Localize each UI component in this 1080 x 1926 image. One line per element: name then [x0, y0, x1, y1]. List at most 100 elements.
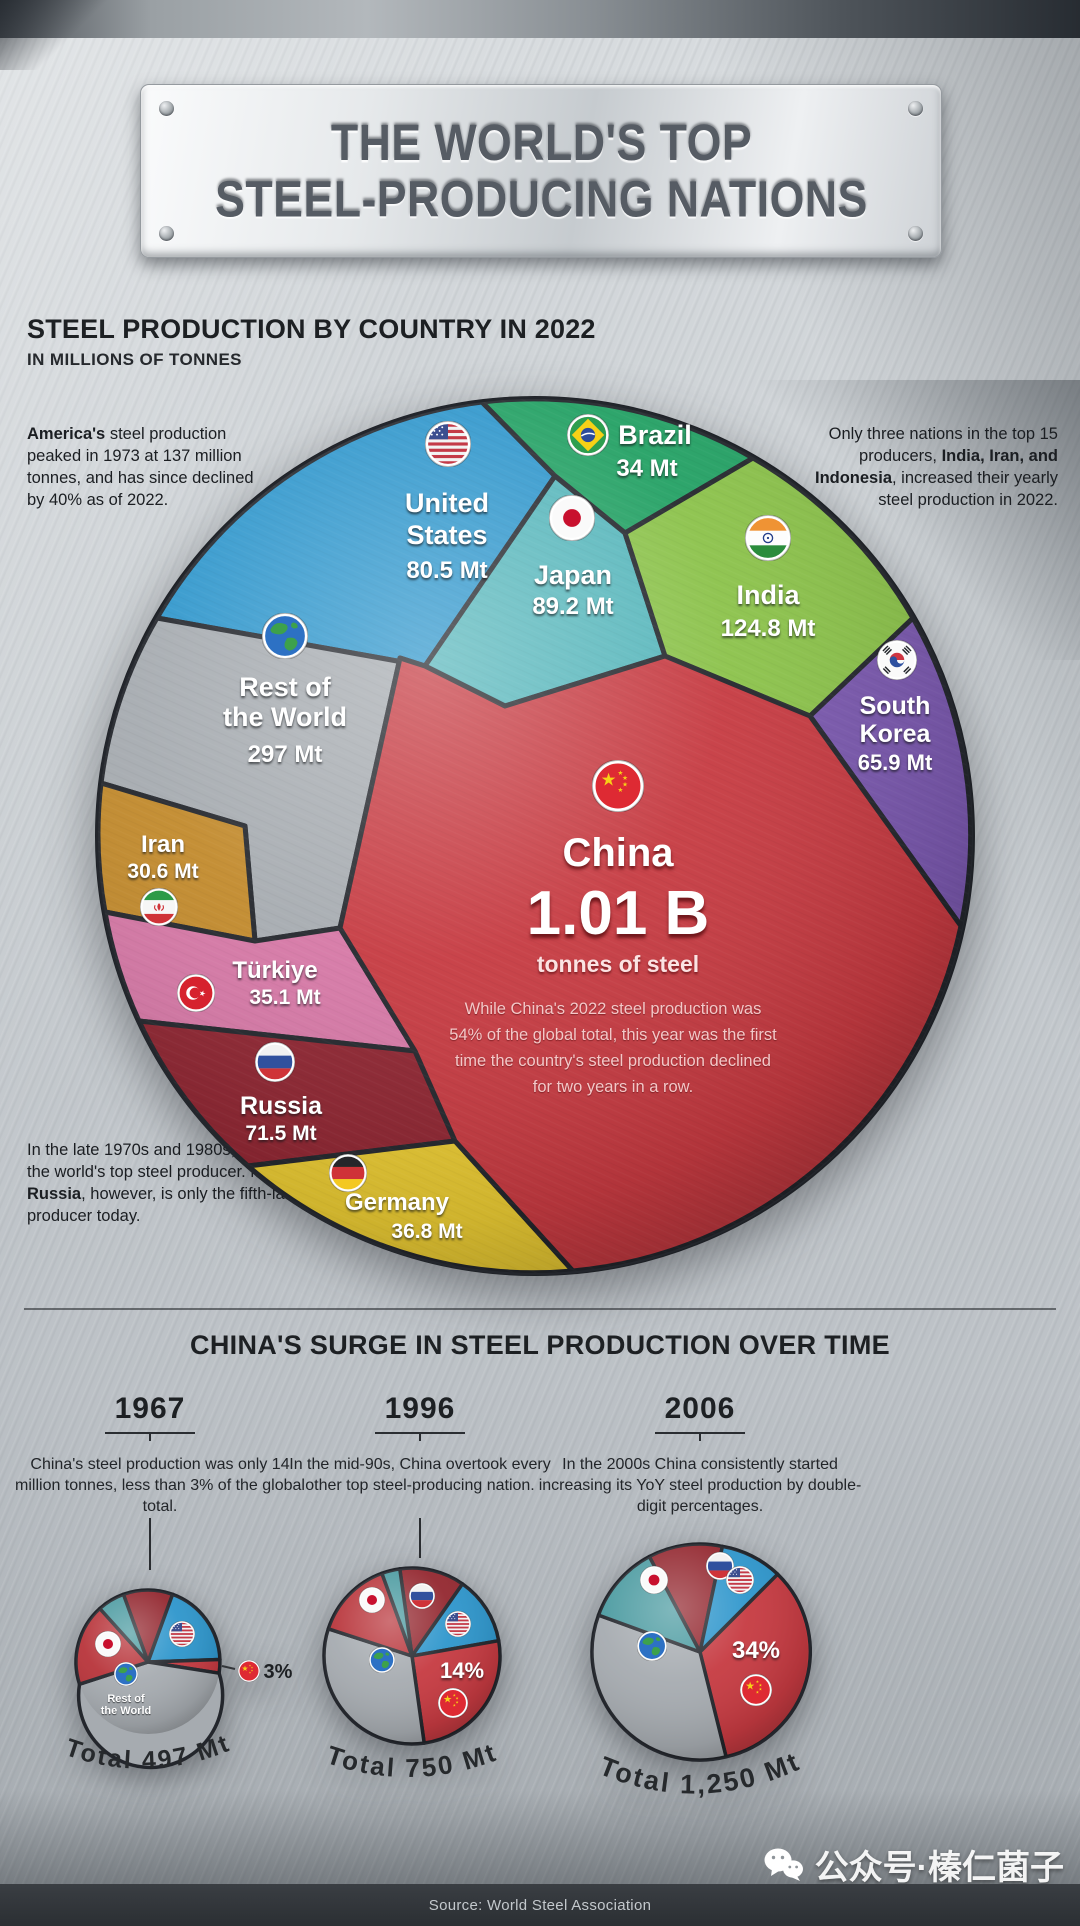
- year-1996: 1996: [384, 1392, 456, 1425]
- bottom-shading: [0, 1790, 1080, 1884]
- mini1-china-share: 3%: [264, 1661, 293, 1683]
- watermark-text: 公众号·榛仁菌子: [814, 1849, 1064, 1887]
- south-korea-flag-icon: [877, 640, 917, 680]
- year-1996-tick: [419, 1432, 421, 1441]
- germany-flag-icon: [329, 1154, 367, 1192]
- mini3-sheen: [592, 1544, 808, 1760]
- title-plate: THE WORLD'S TOP STEEL-PRODUCING NATIONS: [140, 84, 942, 258]
- mini3-china-share: 34%: [732, 1637, 780, 1664]
- india-flag-icon: [745, 515, 791, 561]
- value-iran: 30.6 Mt: [127, 860, 198, 883]
- label-united-states-1: United: [405, 488, 489, 518]
- china-flag-icon: [740, 1674, 772, 1706]
- note-three-nations-bold: India, Iran, and Indonesia: [814, 446, 1058, 487]
- note-america: America's steel production peaked in 197…: [27, 424, 269, 512]
- china-note-line4: for two years in a row.: [533, 1078, 693, 1096]
- china-flag-icon: [438, 1688, 468, 1718]
- screw-icon: [159, 226, 174, 241]
- label-south-korea-1: South: [860, 692, 931, 720]
- steel-2022-chart: United States 80.5 Mt Brazil 34 Mt Japan…: [95, 396, 975, 1276]
- value-turkiye: 35.1 Mt: [249, 986, 320, 1009]
- desc-1996: In the mid-90s, China overtook every oth…: [289, 1456, 551, 1495]
- label-china: China: [562, 831, 674, 875]
- note-ussr-t1: In the late 1970s and 1980s, the: [27, 1141, 268, 1159]
- screw-icon: [908, 101, 923, 116]
- label-japan: Japan: [534, 560, 612, 590]
- note-ussr-bold2: Russia: [27, 1184, 82, 1203]
- value-russia: 71.5 Mt: [245, 1122, 316, 1145]
- mini-chart-1996: 14% Total 750 Mt: [322, 1566, 502, 1783]
- section2-heading-rest: SURGE IN STEEL PRODUCTION OVER TIME: [302, 1330, 890, 1360]
- value-south-korea: 65.9 Mt: [858, 750, 933, 775]
- screw-icon: [908, 226, 923, 241]
- united-states-flag-icon: [425, 421, 471, 467]
- value-germany: 36.8 Mt: [391, 1220, 462, 1243]
- watermark: 公众号·榛仁菌子: [763, 1840, 1064, 1889]
- wechat-icon: [764, 1848, 803, 1881]
- label-india: India: [736, 580, 800, 610]
- brazil-flag-icon: [567, 414, 609, 456]
- top-metal-band: [0, 0, 1080, 38]
- note-america-text: steel production peaked in 1973 at 137 m…: [27, 425, 254, 509]
- note-america-bold: America's: [27, 425, 106, 443]
- turkiye-flag-icon: [177, 974, 215, 1012]
- desc-2006: In the 2000s China consistently started …: [538, 1456, 862, 1516]
- japan-flag-icon: [549, 495, 595, 541]
- label-rest-of-world-1: Rest of: [239, 672, 332, 702]
- connector-1996: [419, 1518, 421, 1558]
- china-note-line3: time the country's steel production decl…: [455, 1052, 771, 1070]
- china-flag-icon: [238, 1660, 260, 1682]
- mini-chart-1967: Rest of the World 3% Total 497 Mt: [62, 1588, 293, 1775]
- china-flag-icon: [592, 760, 644, 812]
- label-iran: Iran: [141, 831, 185, 858]
- year-2006: 2006: [664, 1392, 736, 1425]
- value-brazil: 34 Mt: [616, 455, 677, 482]
- page-title-line1: THE WORLD'S TOP: [330, 114, 752, 172]
- value-china: 1.01 B: [527, 879, 710, 948]
- iran-flag-icon: [140, 888, 178, 926]
- year-1967-tick: [149, 1432, 151, 1441]
- section1-subheading: IN MILLIONS OF TONNES: [27, 350, 242, 369]
- label-germany: Germany: [345, 1189, 450, 1216]
- label-rest-of-world-2: the World: [223, 702, 347, 732]
- connector-1967: [149, 1518, 151, 1570]
- note-ussr-t3: , however, is only the fifth-largest pro…: [27, 1184, 322, 1225]
- value-japan: 89.2 Mt: [532, 593, 613, 620]
- top-left-dark-corner: [0, 0, 110, 70]
- section2-heading: CHINA'S SURGE IN STEEL PRODUCTION OVER T…: [0, 1330, 1080, 1361]
- label-united-states-2: States: [406, 520, 487, 550]
- china-note-line2: 54% of the global total, this year was t…: [449, 1026, 777, 1044]
- value-united-states: 80.5 Mt: [406, 557, 487, 584]
- sheen-overlay: [98, 399, 972, 1273]
- label-russia: Russia: [240, 1092, 323, 1120]
- value-rest-of-world: 297 Mt: [248, 741, 323, 768]
- japan-flag-icon: [95, 1631, 121, 1657]
- desc-1967: China's steel production was only 14 mil…: [15, 1456, 305, 1516]
- section1-heading: STEEL PRODUCTION BY COUNTRY IN 2022: [27, 314, 596, 344]
- mini2-china-share: 14%: [440, 1658, 484, 1683]
- mini1-callout-line: [221, 1665, 236, 1670]
- source-text: Source: World Steel Association: [428, 1896, 652, 1914]
- label-brazil: Brazil: [618, 420, 692, 450]
- page-title-line2: STEEL-PRODUCING NATIONS: [214, 169, 868, 228]
- note-three-nations-t1: Only three nations in the top 15 produce…: [828, 425, 1058, 465]
- year-2006-tick: [699, 1432, 701, 1441]
- japan-flag-icon: [640, 1566, 668, 1594]
- section2-heading-bold: CHINA'S: [190, 1330, 303, 1360]
- earth-icon: [637, 1631, 667, 1661]
- russia-flag-icon: [255, 1042, 295, 1082]
- earth-icon: [262, 613, 308, 659]
- earth-icon: [114, 1662, 138, 1686]
- mini1-rest-label-2: the World: [101, 1705, 152, 1717]
- japan-flag-icon: [359, 1587, 385, 1613]
- label-turkiye: Türkiye: [232, 957, 317, 984]
- label-south-korea-2: Korea: [860, 720, 932, 748]
- note-three-nations-t2: , increased their yearly steel productio…: [878, 468, 1058, 509]
- value-india: 124.8 Mt: [721, 615, 816, 642]
- united-states-flag-icon: [445, 1611, 471, 1637]
- footer-bar: Source: World Steel Association: [0, 1884, 1080, 1926]
- page-title: THE WORLD'S TOP STEEL-PRODUCING NATIONS: [215, 115, 868, 227]
- screw-icon: [159, 101, 174, 116]
- section-divider: [24, 1308, 1056, 1310]
